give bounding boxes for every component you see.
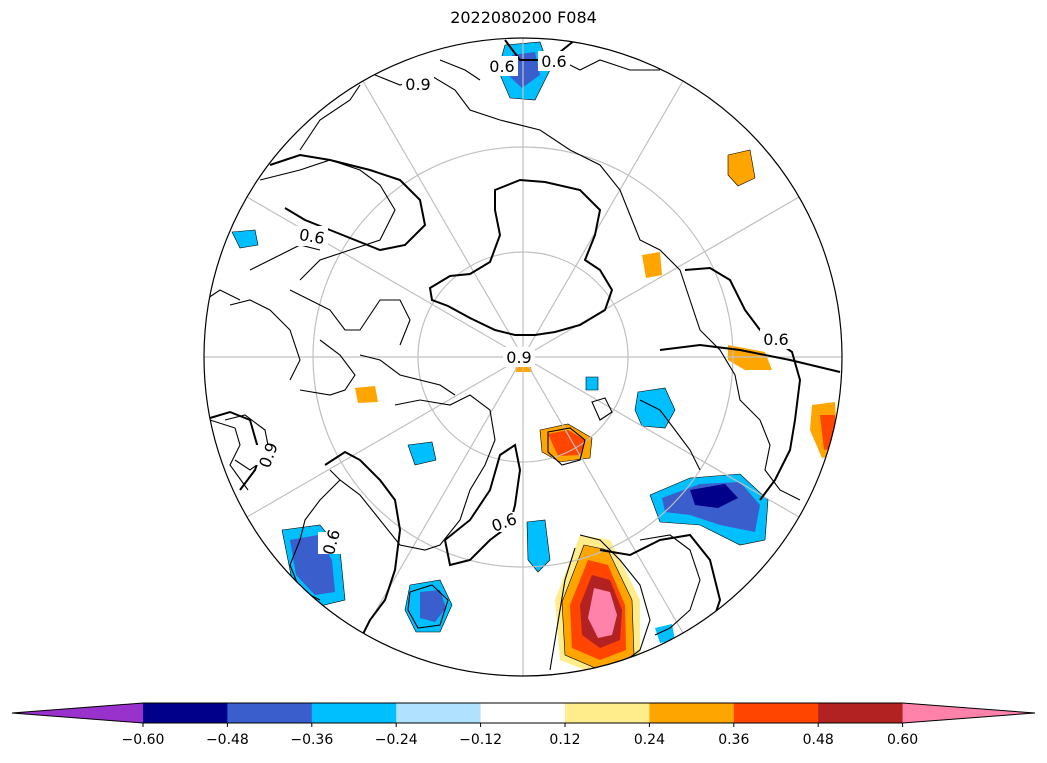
- colorbar-tick-label: −0.24: [375, 732, 418, 748]
- pos-anomaly-patch: [727, 149, 756, 187]
- pos-anomaly-patch: [355, 386, 378, 403]
- colorbar-segment: [480, 703, 566, 723]
- neg-anomaly-patch: [585, 376, 599, 391]
- colorbar-segment: [733, 703, 819, 723]
- colorbar-segment: [396, 703, 482, 723]
- contour-label: 0.6: [489, 57, 514, 76]
- contour-label: 0.6: [763, 330, 788, 349]
- colorbar-segment: [649, 703, 735, 723]
- colorbar-segment: [227, 703, 313, 723]
- contour-label: 0.6: [298, 225, 326, 248]
- pos-anomaly-max: [588, 588, 617, 638]
- neg-anomaly-patch: [231, 229, 259, 249]
- neg-anomaly-patch: [526, 519, 551, 573]
- neg-anomaly-core: [690, 484, 738, 508]
- colorbar-tick-label: 0.36: [718, 732, 749, 748]
- colorbar-segment: [143, 703, 228, 723]
- contour-label: 0.9: [405, 75, 430, 94]
- coastlines: [204, 59, 801, 676]
- colorbar-extend-high: [902, 703, 1035, 723]
- contour-label-group: 0.9 0.6 0.6 0.9 0.6 0.9 0.6 0.6 0.6: [255, 51, 792, 557]
- neg-anomaly-patch: [407, 441, 437, 466]
- contour-label: 0.6: [541, 52, 566, 71]
- neg-anomaly-mid: [420, 590, 446, 622]
- colorbar-tick-label: −0.12: [459, 732, 502, 748]
- colorbar-tick-label: 0.12: [549, 732, 580, 748]
- colorbar-segment: [818, 703, 904, 723]
- colorbar-tick-label: −0.36: [290, 732, 333, 748]
- colorbar-tick-label: 0.24: [634, 732, 665, 748]
- colorbar-segment: [565, 703, 650, 723]
- neg-anomaly-patch: [655, 624, 675, 643]
- colorbar-tick-label: 0.60: [887, 732, 918, 748]
- map-title: 2022080200 F084: [450, 8, 597, 27]
- colorbar-tick-label: 0.48: [803, 732, 834, 748]
- pos-anomaly-core: [548, 430, 585, 456]
- colorbar-segment: [311, 703, 397, 723]
- colorbar-extend-low: [12, 703, 143, 723]
- contour-label: 0.9: [506, 348, 531, 367]
- colorbar-tick-label: −0.60: [122, 732, 165, 748]
- map-boundary: [203, 37, 843, 677]
- pos-anomaly-patch: [642, 252, 662, 278]
- contour-label: 0.9: [255, 440, 282, 470]
- colorbar-tick-label: −0.48: [206, 732, 249, 748]
- colorbar: −0.60 −0.48 −0.36 −0.24 −0.12 0.12 0.24 0.36 0.4…: [11, 702, 1036, 748]
